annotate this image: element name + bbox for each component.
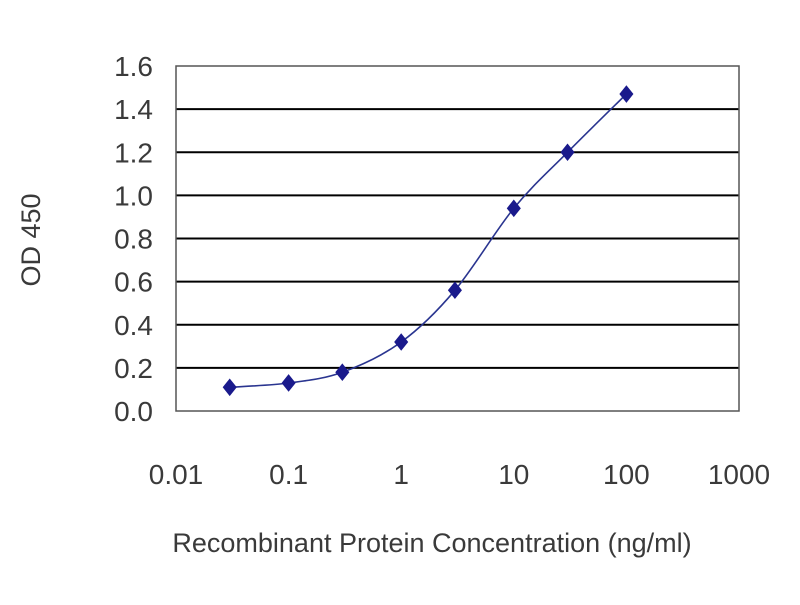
plot-frame: [175, 65, 740, 412]
data-point-marker: [506, 199, 521, 218]
x-tick-label: 0.01: [149, 459, 204, 490]
data-point-marker: [394, 333, 409, 351]
y-tick-label: 0.0: [114, 396, 153, 427]
y-tick-labels: 0.0 0.2 0.4 0.6 0.8 1.0 1.2 1.4 1.6: [114, 51, 153, 427]
x-tick-label: 0.1: [269, 459, 308, 490]
y-tick-label: 1.2: [114, 137, 153, 168]
data-point-marker: [335, 363, 350, 381]
data-point-marker: [222, 378, 237, 397]
grid-lines: [176, 108, 739, 369]
x-tick-label: 1000: [708, 459, 770, 490]
y-axis-title: OD 450: [16, 193, 46, 286]
x-tick-labels: 0.01 0.1 1 10 100 1000: [149, 459, 770, 490]
y-tick-label: 0.6: [114, 267, 153, 298]
data-point-marker: [619, 85, 634, 103]
data-point-marker: [560, 143, 575, 162]
data-markers: [222, 85, 634, 397]
x-tick-label: 100: [603, 459, 650, 490]
data-point-marker: [447, 281, 462, 300]
fit-curve: [229, 93, 627, 389]
data-point-marker: [281, 374, 296, 392]
x-tick-label: 10: [498, 459, 529, 490]
x-axis-title: Recombinant Protein Concentration (ng/ml…: [172, 528, 691, 558]
y-tick-label: 1.4: [114, 94, 153, 125]
y-tick-label: 0.2: [114, 353, 153, 384]
y-tick-label: 1.0: [114, 180, 153, 211]
y-tick-label: 1.6: [114, 51, 153, 82]
y-tick-label: 0.8: [114, 224, 153, 255]
y-tick-label: 0.4: [114, 310, 153, 341]
x-tick-label: 1: [393, 459, 409, 490]
